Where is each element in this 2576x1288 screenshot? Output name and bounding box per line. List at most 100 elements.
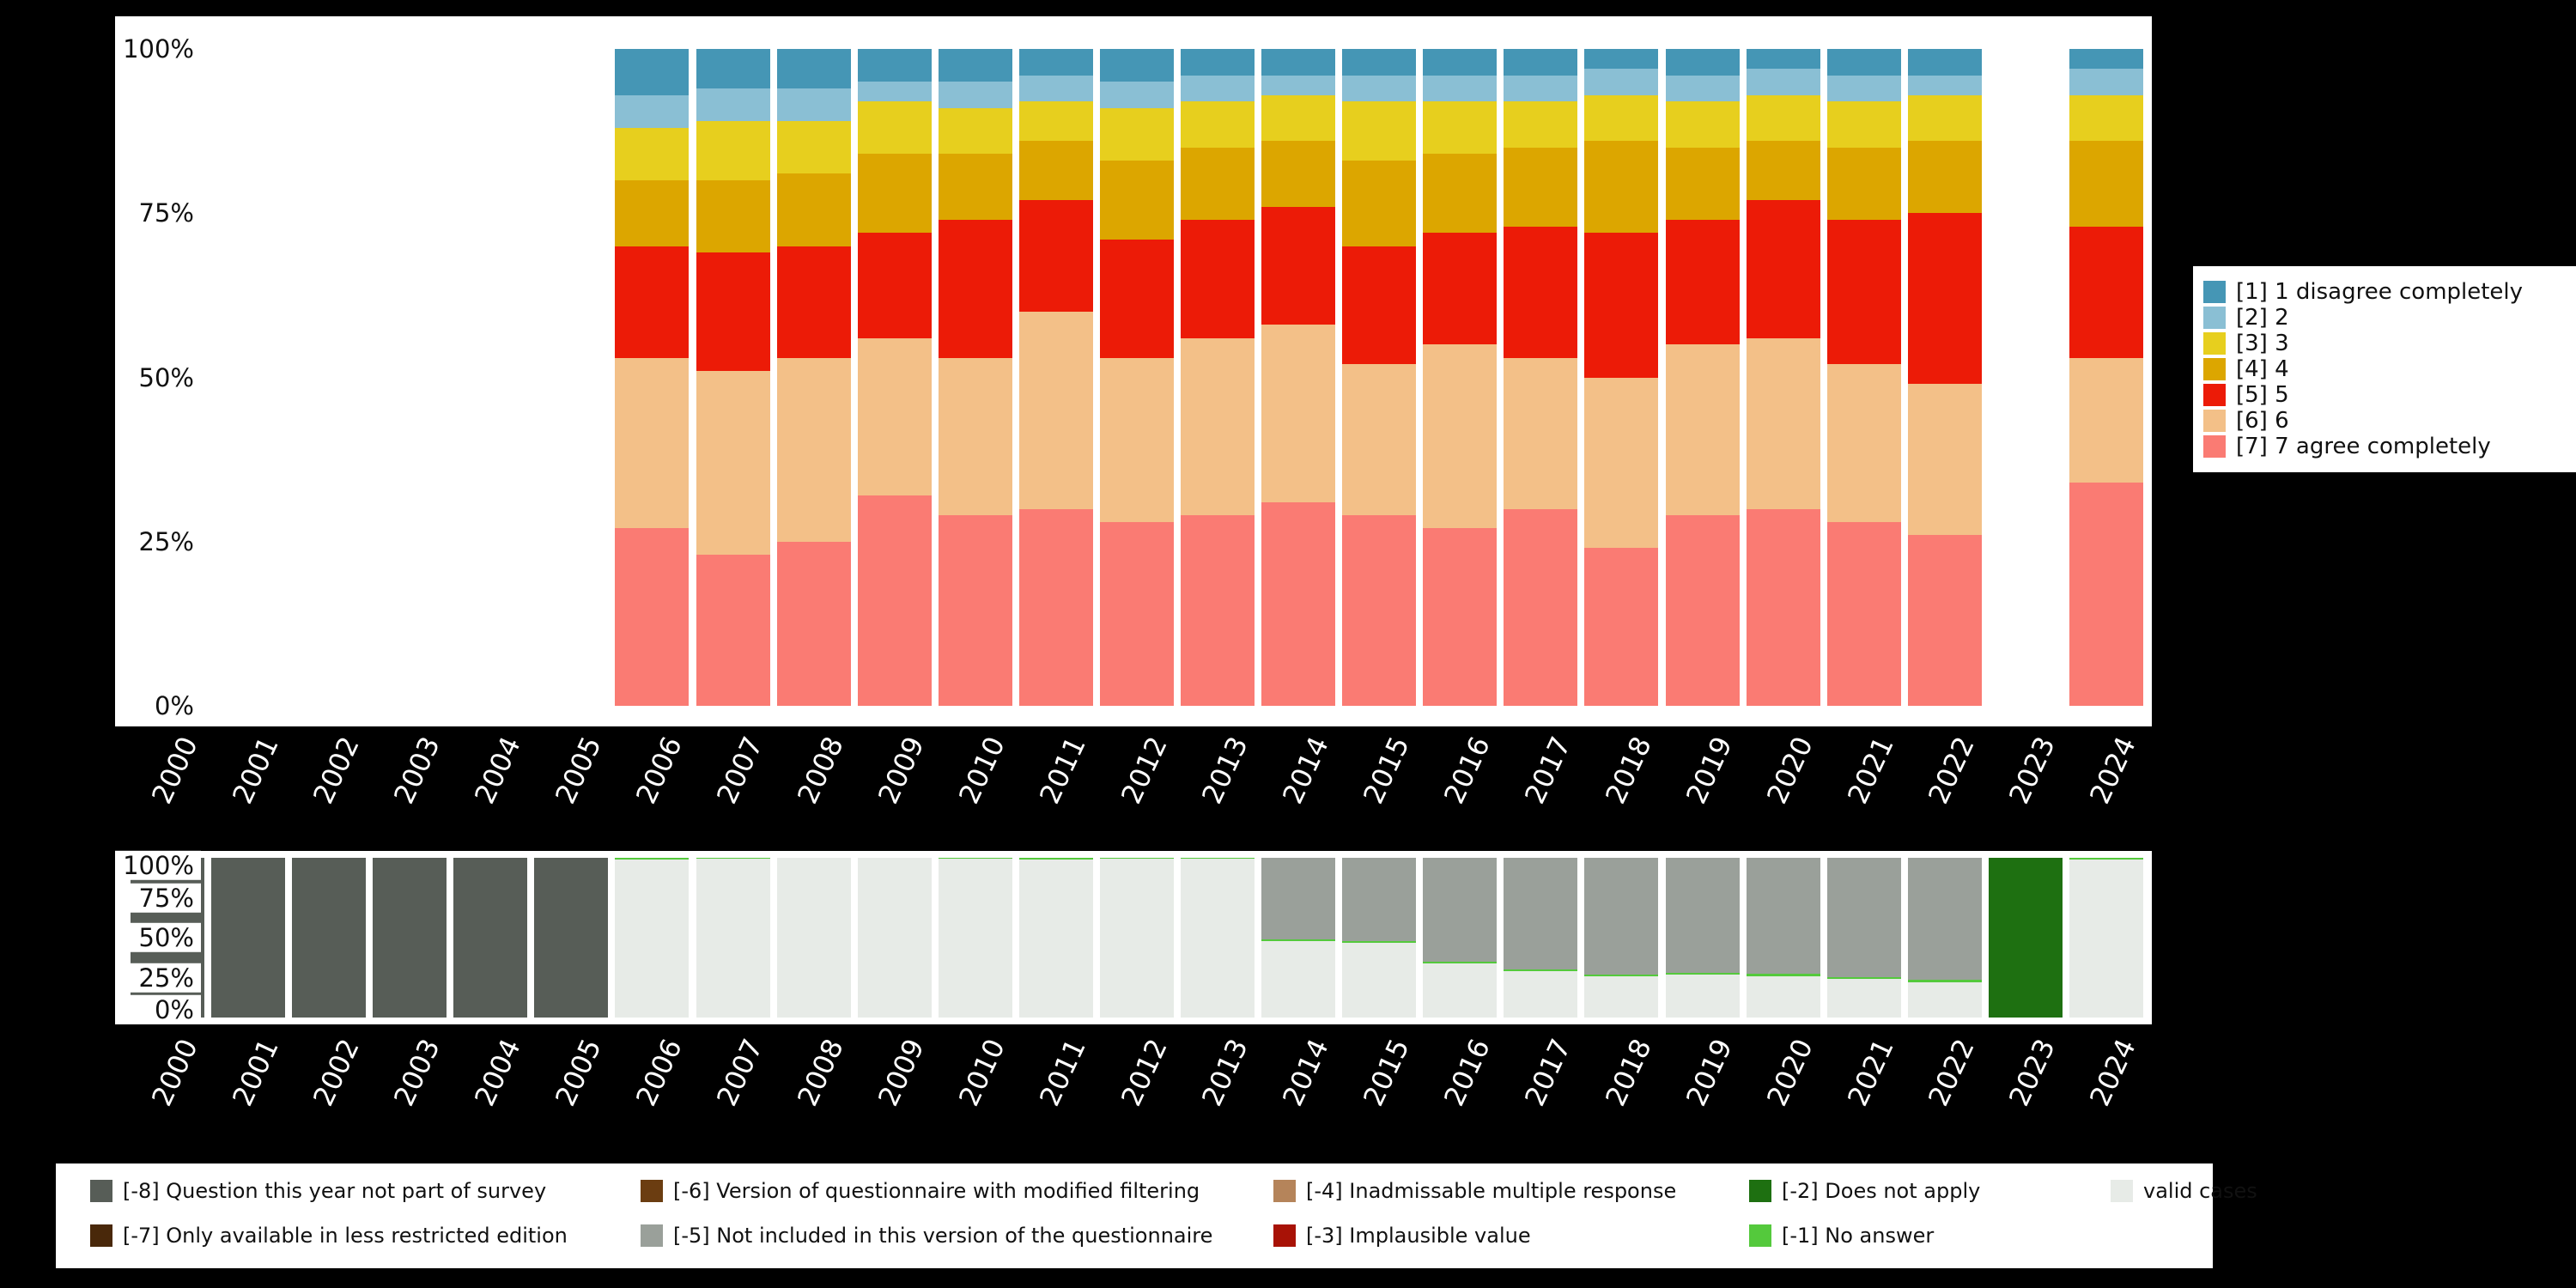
legend-color-swatch <box>2203 384 2226 406</box>
bar-segment <box>776 541 851 706</box>
bar-segment <box>938 82 1012 108</box>
bar-segment <box>938 357 1012 516</box>
bar-segment <box>696 370 770 556</box>
legend-color-swatch <box>90 1224 112 1247</box>
legend-item: [6] 6 <box>2203 408 2566 434</box>
bar-segment <box>1018 508 1093 706</box>
bar-segment <box>776 246 851 358</box>
missings-bars-area <box>115 858 2152 1018</box>
bar-segment <box>1584 548 1659 706</box>
responses-bar-2008 <box>776 49 851 706</box>
bar-segment <box>776 173 851 246</box>
legend-label: [4] 4 <box>2236 356 2289 382</box>
responses-bar-2009 <box>857 49 932 706</box>
bar-segment <box>776 357 851 542</box>
legend-label: [-6] Version of questionnaire with modif… <box>673 1179 1200 1203</box>
bar-segment <box>1907 141 1982 214</box>
legend-item: [-6] Version of questionnaire with modif… <box>641 1179 1200 1203</box>
x-axis-year-label: 2013 <box>1194 1034 1255 1111</box>
missings-bar-2009 <box>857 858 932 1018</box>
x-axis-year-label: 2011 <box>1033 732 1093 809</box>
y-axis-tick-label: 100% <box>115 850 201 881</box>
legend-item: valid cases <box>2111 1179 2257 1203</box>
bar-segment <box>1746 508 1820 706</box>
bar-segment <box>373 858 447 1018</box>
bar-segment <box>1907 858 1982 981</box>
bar-segment <box>1826 979 1901 1018</box>
bar-segment <box>938 515 1012 706</box>
legend-item: [-3] Implausible value <box>1273 1224 1531 1248</box>
bar-segment <box>1342 942 1417 1018</box>
legend-color-swatch <box>1749 1180 1771 1202</box>
responses-bars-area <box>115 49 2152 706</box>
bar-segment <box>1342 75 1417 102</box>
missings-bar-2003 <box>373 858 447 1018</box>
bar-segment <box>1342 246 1417 365</box>
legend-label: [-8] Question this year not part of surv… <box>123 1179 547 1203</box>
responses-bar-2007 <box>696 49 770 706</box>
bar-segment <box>1504 49 1578 76</box>
bar-segment <box>696 555 770 706</box>
x-axis-year-label: 2018 <box>1599 1034 1658 1111</box>
x-axis-year-label: 2017 <box>1517 732 1577 809</box>
bar-segment <box>1826 219 1901 365</box>
legend-color-swatch <box>2203 307 2226 329</box>
bar-segment <box>1018 312 1093 509</box>
missings-bar-2017 <box>1504 858 1578 1018</box>
bar-segment <box>1584 68 1659 95</box>
bar-segment <box>1504 969 1578 972</box>
legend-item: [4] 4 <box>2203 356 2566 382</box>
x-axis-year-label: 2022 <box>1922 1034 1982 1111</box>
bar-segment <box>857 49 932 82</box>
bar-segment <box>857 337 932 496</box>
legend-label: [-2] Does not apply <box>1782 1179 1981 1203</box>
bar-segment <box>1181 75 1255 102</box>
responses-legend: [1] 1 disagree completely [2] 2 [3] 3 [4] 4… <box>2193 266 2576 472</box>
bar-segment <box>1423 233 1498 345</box>
bar-segment <box>1746 858 1820 974</box>
bar-segment <box>696 252 770 371</box>
legend-item: [3] 3 <box>2203 331 2566 356</box>
legend-item: [7] 7 agree completely <box>2203 434 2566 459</box>
bar-segment <box>1261 94 1336 142</box>
legend-label: [-1] No answer <box>1782 1224 1935 1248</box>
bar-segment <box>696 858 770 1018</box>
bar-segment <box>1665 101 1740 148</box>
missings-bar-2022 <box>1907 858 1982 1018</box>
y-axis-tick-label: 75% <box>115 883 201 913</box>
missings-bar-2005 <box>534 858 609 1018</box>
bar-segment <box>938 107 1012 155</box>
x-axis-year-label: 2005 <box>548 1034 608 1111</box>
bar-segment <box>1746 337 1820 509</box>
x-axis-year-label: 2012 <box>1114 732 1174 809</box>
responses-bar-2011 <box>1018 49 1093 706</box>
x-axis-year-label: 2016 <box>1437 1034 1497 1111</box>
bar-segment <box>1018 141 1093 200</box>
bar-segment <box>696 180 770 253</box>
bar-segment <box>1665 974 1740 1018</box>
bar-segment <box>1099 239 1174 358</box>
y-axis-tick-label: 25% <box>115 963 201 993</box>
bar-segment <box>1423 528 1498 706</box>
x-axis-year-label: 2006 <box>629 1034 689 1111</box>
bar-segment <box>1018 49 1093 76</box>
bar-segment <box>1261 325 1336 502</box>
responses-bar-2016 <box>1423 49 1498 706</box>
bar-segment <box>1423 963 1498 1018</box>
legend-color-swatch <box>2203 410 2226 432</box>
bar-segment <box>211 858 286 1018</box>
bar-segment <box>1907 982 1982 1018</box>
responses-bar-2018 <box>1584 49 1659 706</box>
legend-label: valid cases <box>2143 1179 2257 1203</box>
bar-segment <box>1665 219 1740 345</box>
responses-bar-2010 <box>938 49 1012 706</box>
bar-segment <box>1504 357 1578 509</box>
bar-segment <box>1584 377 1659 549</box>
x-axis-year-label: 2007 <box>710 1034 769 1111</box>
bar-segment <box>1342 858 1417 941</box>
responses-bar-2020 <box>1746 49 1820 706</box>
legend-color-swatch <box>641 1224 663 1247</box>
bar-segment <box>615 246 690 358</box>
legend-color-swatch <box>1749 1224 1771 1247</box>
